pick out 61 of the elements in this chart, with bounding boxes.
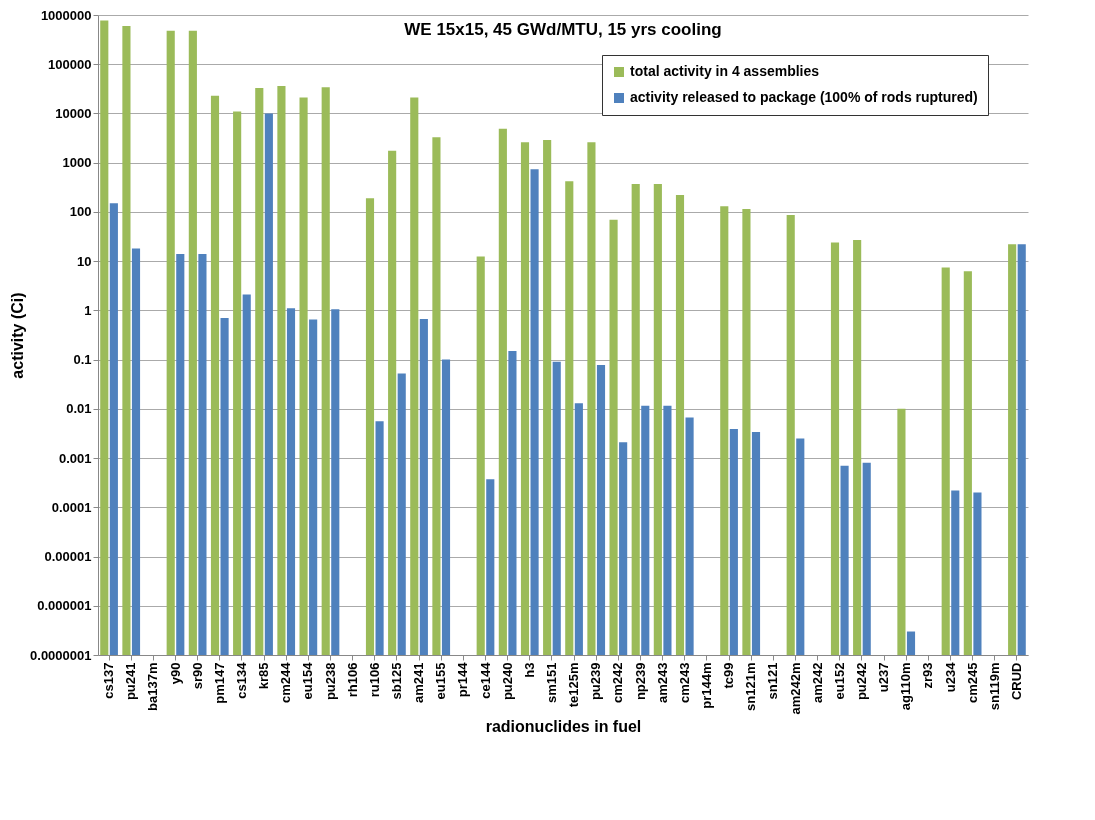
x-tick-label: CRUD: [1008, 662, 1024, 701]
x-tick-label: pm147: [211, 662, 227, 704]
chart-title: WE 15x15, 45 GWd/MTU, 15 yrs cooling: [404, 20, 722, 39]
x-tick-label: zr93: [920, 662, 936, 689]
x-tick-label: pu241: [123, 662, 139, 701]
x-tick-label: pu239: [588, 662, 604, 701]
y-tick-label: 0.01: [66, 401, 92, 417]
x-tick-label: cs134: [233, 661, 249, 699]
x-tick-label: te125m: [566, 662, 582, 708]
y-tick-label: 0.001: [58, 450, 92, 466]
x-tick-label: pr144: [455, 661, 471, 698]
y-tick-label: 1: [84, 302, 92, 318]
y-axis-title: activity (Ci): [9, 292, 27, 379]
x-tick-label: sb125: [388, 662, 404, 700]
x-tick-label: am241: [411, 662, 427, 703]
x-tick-label: u234: [942, 661, 958, 693]
x-tick-label: eu154: [300, 661, 316, 700]
y-tick-label: 100000: [48, 56, 92, 72]
x-tick-label: np239: [632, 662, 648, 701]
x-tick-label: am242m: [787, 662, 803, 715]
x-tick-label: cm245: [964, 662, 980, 703]
y-tick-label: 1000: [62, 155, 92, 171]
x-axis-title: radionuclides in fuel: [485, 717, 642, 735]
y-tick-label: 0.1: [73, 352, 92, 368]
x-tick-label: u237: [876, 662, 892, 693]
x-tick-label: am242: [809, 662, 825, 703]
x-tick-label: h3: [521, 662, 537, 678]
x-tick-label: pu238: [322, 662, 338, 701]
x-tick-label: sm151: [543, 662, 559, 703]
x-tick-label: rh106: [344, 662, 360, 698]
y-tick-label: 100: [69, 204, 92, 220]
x-tick-label: kr85: [256, 662, 272, 690]
x-tick-label: ba137m: [145, 662, 161, 711]
y-tick-label: 0.0000001: [30, 647, 92, 663]
y-tick-label: 1000000: [40, 7, 92, 23]
x-tick-label: cm242: [610, 662, 626, 703]
x-tick-label: pu242: [853, 662, 869, 701]
y-tick-label: 10: [77, 253, 92, 269]
x-tick-label: ru106: [366, 662, 382, 698]
x-tick-label: cm243: [676, 662, 692, 703]
x-tick-label: cs137: [101, 662, 117, 699]
x-tick-label: ag110m: [898, 662, 914, 711]
x-tick-label: pr144m: [698, 662, 714, 709]
x-tick-label: sn121: [765, 662, 781, 700]
x-tick-label: sr90: [189, 662, 205, 690]
x-tick-label: eu155: [433, 662, 449, 700]
y-tick-label: 0.00001: [44, 549, 92, 565]
x-tick-label: cm244: [278, 661, 294, 703]
y-tick-label: 0.000001: [37, 598, 92, 614]
legend-label: total activity in 4 assemblies: [630, 63, 820, 79]
x-tick-label: ce144: [477, 661, 493, 699]
x-tick-label: am243: [654, 662, 670, 703]
x-tick-label: pu240: [499, 662, 515, 701]
x-tick-label: eu152: [831, 662, 847, 700]
x-tick-label: tc99: [721, 662, 737, 689]
y-tick-label: 10000: [55, 105, 92, 121]
x-tick-label: y90: [167, 662, 183, 685]
x-tick-label: sn119m: [986, 662, 1002, 711]
x-tick-label: sn121m: [743, 662, 759, 711]
legend-label: activity released to package (100% of rods ruptured): [630, 89, 978, 105]
y-tick-label: 0.0001: [51, 499, 92, 515]
